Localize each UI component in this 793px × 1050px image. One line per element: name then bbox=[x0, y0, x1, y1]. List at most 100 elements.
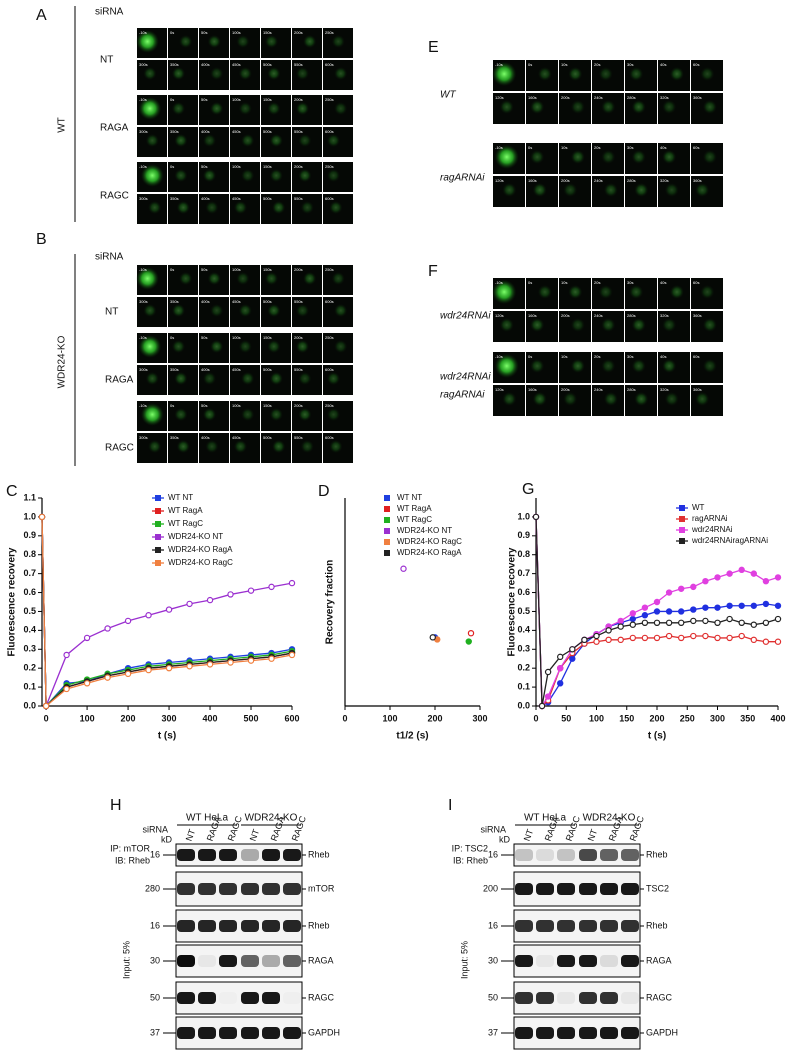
fluorescent-spot bbox=[205, 200, 219, 215]
y-tick-label: 0.1 bbox=[517, 681, 530, 691]
frame-time: 320s bbox=[660, 178, 669, 183]
series-line bbox=[41, 516, 293, 707]
frame-time: 350s bbox=[170, 367, 179, 372]
frame-time: 500s bbox=[263, 299, 272, 304]
y-tick-label: 0.7 bbox=[23, 568, 36, 578]
blot-band bbox=[198, 849, 216, 861]
blot-band bbox=[262, 920, 280, 932]
frame-time: 280s bbox=[627, 313, 636, 318]
data-point bbox=[678, 619, 685, 627]
frame-time: 400s bbox=[201, 367, 210, 372]
y-tick-label: 0.3 bbox=[23, 644, 36, 654]
data-point bbox=[702, 604, 709, 611]
fluorescent-spot bbox=[171, 303, 186, 318]
fluorescent-spot bbox=[148, 439, 162, 454]
blot-band bbox=[600, 955, 618, 967]
frame-time: 200s bbox=[561, 387, 570, 392]
frame-time: -10s bbox=[139, 267, 147, 272]
frame-time: 300s bbox=[139, 129, 148, 134]
data-point bbox=[227, 591, 234, 598]
data-point bbox=[63, 651, 70, 659]
frame-time: 40s bbox=[660, 62, 666, 67]
x-tick-label: 100 bbox=[589, 713, 604, 723]
row-label: ragARNAi bbox=[440, 173, 485, 184]
series-line bbox=[535, 516, 779, 707]
panel-letter: B bbox=[36, 231, 47, 248]
data-point bbox=[83, 680, 91, 687]
fluorescent-spot bbox=[174, 407, 188, 422]
series-line bbox=[535, 516, 778, 708]
fluorescent-spot bbox=[136, 267, 159, 290]
fluorescent-spot bbox=[241, 168, 255, 183]
fluorescent-spot bbox=[241, 133, 255, 148]
data-point bbox=[629, 634, 637, 642]
fluorescent-spot bbox=[662, 317, 677, 332]
frame-time: 400s bbox=[201, 62, 210, 67]
fluorescent-spot bbox=[179, 34, 193, 49]
fluorescent-spot bbox=[171, 339, 186, 354]
data-point bbox=[702, 632, 709, 640]
blot-frame bbox=[175, 944, 303, 978]
fluorescent-spot bbox=[334, 339, 348, 354]
frame-time: 200s bbox=[294, 335, 303, 340]
protein-label: mTOR bbox=[308, 883, 335, 893]
fluorescent-spot bbox=[537, 66, 552, 81]
frame-time: 120s bbox=[495, 387, 504, 392]
mw-marker: 200 bbox=[483, 883, 498, 893]
fluorescent-spot bbox=[148, 200, 162, 215]
fluorescent-spot bbox=[238, 66, 252, 81]
frame-time: 60s bbox=[693, 280, 699, 285]
panel-letter: C bbox=[6, 483, 18, 500]
fluorescent-spot bbox=[530, 149, 545, 164]
fluorescent-spot bbox=[570, 99, 585, 114]
fluorescent-spot bbox=[272, 439, 286, 454]
fluorescent-spot bbox=[702, 149, 717, 164]
fluorescent-spot bbox=[631, 149, 646, 164]
blot-band bbox=[557, 883, 575, 895]
blot-band bbox=[579, 1027, 597, 1039]
data-point bbox=[465, 638, 472, 645]
fluorescent-spot bbox=[145, 371, 159, 386]
frame-time: 500s bbox=[263, 62, 272, 67]
frame-time: 0s bbox=[170, 97, 174, 102]
x-axis-label: t (s) bbox=[158, 731, 176, 742]
blot-band bbox=[536, 883, 554, 895]
data-point bbox=[268, 655, 275, 662]
frame-time: 600s bbox=[325, 435, 334, 440]
blot-band bbox=[198, 1027, 216, 1039]
fluorescent-spot bbox=[140, 403, 164, 426]
frame-time: -10s bbox=[139, 30, 147, 35]
fluorescent-spot bbox=[530, 317, 545, 332]
fluorescent-spot bbox=[669, 66, 684, 81]
y-tick-label: 0.9 bbox=[23, 530, 36, 540]
fluorescent-spot bbox=[502, 182, 517, 197]
blot-band bbox=[283, 883, 301, 895]
frame-time: 600s bbox=[325, 299, 334, 304]
legend-label: WDR24-KO NT bbox=[168, 532, 223, 541]
data-point bbox=[702, 617, 709, 625]
data-point bbox=[617, 623, 624, 630]
frame-time: 240s bbox=[594, 387, 603, 392]
fluorescent-spot bbox=[570, 149, 585, 164]
fluorescent-spot bbox=[264, 271, 279, 286]
data-point bbox=[124, 670, 132, 678]
legend-label: WT RagA bbox=[168, 506, 203, 515]
data-point bbox=[750, 570, 758, 577]
data-point bbox=[665, 589, 673, 596]
kd-label: kD bbox=[161, 834, 173, 844]
blot-band bbox=[621, 849, 639, 861]
fluorescent-spot bbox=[210, 101, 224, 116]
legend-swatch bbox=[384, 495, 390, 501]
frame-time: 400s bbox=[201, 435, 210, 440]
ip-label: IP: TSC2 bbox=[452, 843, 488, 853]
blot-frame bbox=[513, 909, 641, 943]
blot-band bbox=[621, 992, 639, 1004]
mw-marker: 16 bbox=[488, 920, 498, 930]
kd-label: kD bbox=[499, 834, 511, 844]
data-point bbox=[145, 666, 152, 674]
data-point bbox=[581, 636, 588, 644]
x-axis-label: t1/2 (s) bbox=[396, 731, 428, 742]
legend-swatch bbox=[679, 505, 685, 511]
sirna-label: siRNA bbox=[142, 824, 168, 834]
